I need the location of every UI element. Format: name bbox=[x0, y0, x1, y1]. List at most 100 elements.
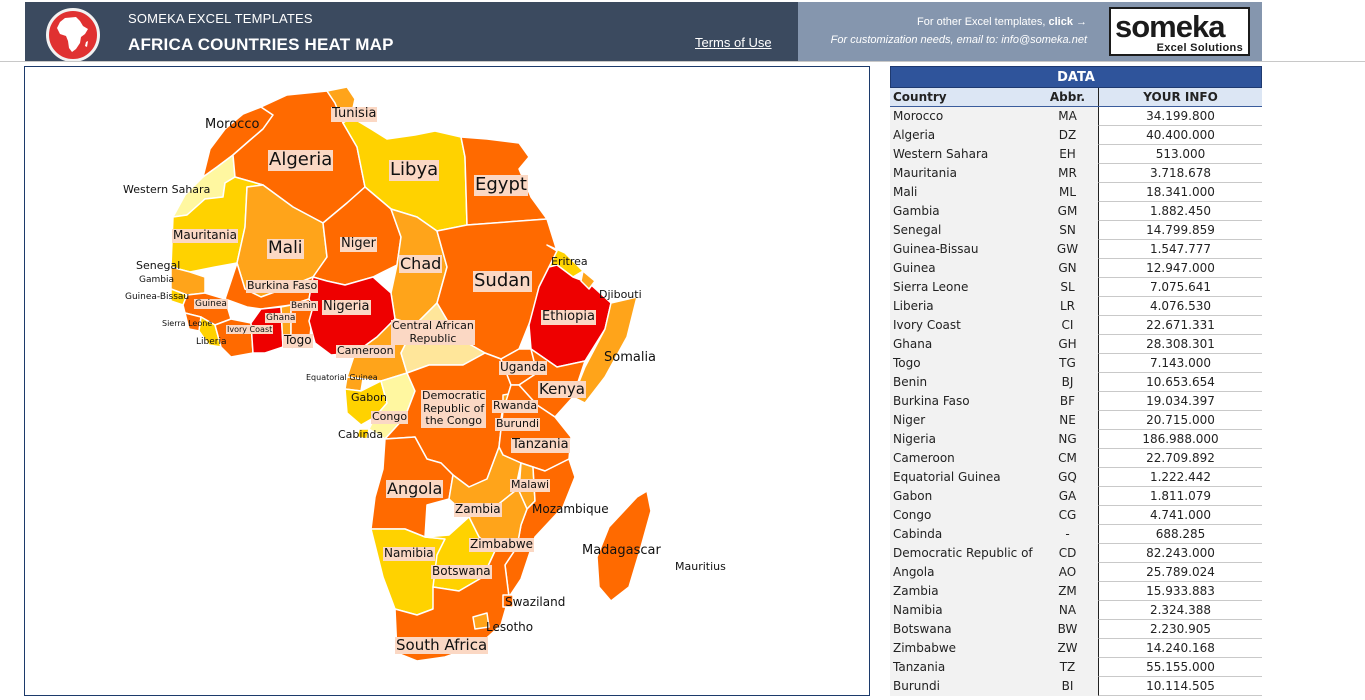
label-uganda: Uganda bbox=[499, 360, 548, 375]
label-zimbabwe: Zimbabwe bbox=[469, 537, 535, 552]
label-central-african-republic: Central African Republic bbox=[391, 319, 475, 346]
customization-email-text: For customization needs, email to: info@… bbox=[830, 34, 1087, 46]
country-cell: Mauritania bbox=[890, 164, 1037, 183]
info-input-cell[interactable]: 688.285 bbox=[1098, 525, 1262, 544]
table-row: Western Sahara EH 513.000 bbox=[890, 145, 1262, 164]
country-cell: Ivory Coast bbox=[890, 316, 1037, 335]
info-input-cell[interactable]: 10.653.654 bbox=[1098, 373, 1262, 392]
info-input-cell[interactable]: 3.718.678 bbox=[1098, 164, 1262, 183]
click-link[interactable]: click → bbox=[1048, 16, 1087, 28]
someka-logo[interactable]: someka Excel Solutions bbox=[1109, 7, 1250, 56]
table-row: Tanzania TZ 55.155.000 bbox=[890, 658, 1262, 677]
table-row: Niger NE 20.715.000 bbox=[890, 411, 1262, 430]
info-input-cell[interactable]: 25.789.024 bbox=[1098, 563, 1262, 582]
car-line-1: Central African bbox=[392, 319, 474, 332]
abbr-cell: GQ bbox=[1037, 468, 1098, 487]
country-cell: Gambia bbox=[890, 202, 1037, 221]
abbr-cell: GN bbox=[1037, 259, 1098, 278]
table-row: Morocco MA 34.199.800 bbox=[890, 107, 1262, 126]
table-row: Benin BJ 10.653.654 bbox=[890, 373, 1262, 392]
info-input-cell[interactable]: 1.882.450 bbox=[1098, 202, 1262, 221]
info-input-cell[interactable]: 28.308.301 bbox=[1098, 335, 1262, 354]
info-input-cell[interactable]: 4.076.530 bbox=[1098, 297, 1262, 316]
header-abbr: Abbr. bbox=[1049, 90, 1086, 104]
table-row: Zimbabwe ZW 14.240.168 bbox=[890, 639, 1262, 658]
table-row: Zambia ZM 15.933.883 bbox=[890, 582, 1262, 601]
info-input-cell[interactable]: 19.034.397 bbox=[1098, 392, 1262, 411]
info-input-cell[interactable]: 4.741.000 bbox=[1098, 506, 1262, 525]
label-malawi: Malawi bbox=[510, 478, 551, 492]
other-templates-link[interactable]: For other Excel templates, click → bbox=[917, 16, 1087, 28]
label-equatorial-guinea: Equatorial Guinea bbox=[306, 373, 378, 382]
other-templates-text: For other Excel templates, bbox=[917, 16, 1049, 28]
info-input-cell[interactable]: 2.230.905 bbox=[1098, 620, 1262, 639]
table-row: Burundi BI 10.114.505 bbox=[890, 677, 1262, 696]
info-input-cell[interactable]: 22.709.892 bbox=[1098, 449, 1262, 468]
heat-map-panel[interactable]: Morocco Tunisia Algeria Libya Egypt West… bbox=[24, 66, 870, 696]
terms-of-use-link[interactable]: Terms of Use bbox=[695, 35, 772, 50]
info-input-cell[interactable]: 1.811.079 bbox=[1098, 487, 1262, 506]
label-tanzania: Tanzania bbox=[511, 437, 570, 453]
abbr-cell: TZ bbox=[1037, 658, 1098, 677]
header-your-info: YOUR INFO bbox=[1098, 88, 1262, 106]
country-cell: Morocco bbox=[890, 107, 1037, 126]
info-input-cell[interactable]: 14.799.859 bbox=[1098, 221, 1262, 240]
label-madagascar: Madagascar bbox=[582, 543, 661, 558]
label-lesotho: Lesotho bbox=[486, 620, 534, 634]
region-niger bbox=[312, 186, 402, 286]
country-cell: Liberia bbox=[890, 297, 1037, 316]
region-cabinda bbox=[356, 428, 370, 440]
header-country: Country bbox=[893, 90, 947, 104]
region-madagascar bbox=[596, 490, 652, 602]
info-input-cell[interactable]: 1.547.777 bbox=[1098, 240, 1262, 259]
info-input-cell[interactable]: 18.341.000 bbox=[1098, 183, 1262, 202]
info-input-cell[interactable]: 82.243.000 bbox=[1098, 544, 1262, 563]
country-cell: Guinea bbox=[890, 259, 1037, 278]
info-input-cell[interactable]: 7.075.641 bbox=[1098, 278, 1262, 297]
country-cell: Cabinda bbox=[890, 525, 1037, 544]
label-niger: Niger bbox=[340, 236, 377, 252]
table-row: Sierra Leone SL 7.075.641 bbox=[890, 278, 1262, 297]
abbr-cell: ML bbox=[1037, 183, 1098, 202]
info-input-cell[interactable]: 10.114.505 bbox=[1098, 677, 1262, 696]
info-input-cell[interactable]: 15.933.883 bbox=[1098, 582, 1262, 601]
table-row: Senegal SN 14.799.859 bbox=[890, 221, 1262, 240]
country-cell: Benin bbox=[890, 373, 1037, 392]
info-input-cell[interactable]: 513.000 bbox=[1098, 145, 1262, 164]
table-row: Nigeria NG 186.988.000 bbox=[890, 430, 1262, 449]
table-row: Ivory Coast CI 22.671.331 bbox=[890, 316, 1262, 335]
drc-line-1: Democratic bbox=[422, 389, 486, 402]
info-input-cell[interactable]: 22.671.331 bbox=[1098, 316, 1262, 335]
country-cell: Sierra Leone bbox=[890, 278, 1037, 297]
abbr-cell: SL bbox=[1037, 278, 1098, 297]
country-cell: Democratic Republic of bbox=[890, 544, 1037, 563]
info-input-cell[interactable]: 55.155.000 bbox=[1098, 658, 1262, 677]
country-cell: Cameroon bbox=[890, 449, 1037, 468]
abbr-cell: GM bbox=[1037, 202, 1098, 221]
label-namibia: Namibia bbox=[383, 546, 435, 561]
country-cell: Tanzania bbox=[890, 658, 1037, 677]
data-table-body: Morocco MA 34.199.800 Algeria DZ 40.400.000 We… bbox=[890, 107, 1262, 696]
info-input-cell[interactable]: 1.222.442 bbox=[1098, 468, 1262, 487]
info-input-cell[interactable]: 186.988.000 bbox=[1098, 430, 1262, 449]
table-row: Botswana BW 2.230.905 bbox=[890, 620, 1262, 639]
info-input-cell[interactable]: 20.715.000 bbox=[1098, 411, 1262, 430]
info-input-cell[interactable]: 40.400.000 bbox=[1098, 126, 1262, 145]
country-cell: Burkina Faso bbox=[890, 392, 1037, 411]
abbr-cell: GH bbox=[1037, 335, 1098, 354]
label-burundi: Burundi bbox=[495, 417, 541, 431]
abbr-cell: NE bbox=[1037, 411, 1098, 430]
table-row: Guinea GN 12.947.000 bbox=[890, 259, 1262, 278]
country-cell: Algeria bbox=[890, 126, 1037, 145]
abbr-cell: GW bbox=[1037, 240, 1098, 259]
abbr-cell: SN bbox=[1037, 221, 1098, 240]
info-input-cell[interactable]: 34.199.800 bbox=[1098, 107, 1262, 126]
info-input-cell[interactable]: 2.324.388 bbox=[1098, 601, 1262, 620]
info-input-cell[interactable]: 14.240.168 bbox=[1098, 639, 1262, 658]
app-header: SOMEKA EXCEL TEMPLATES AFRICA COUNTRIES … bbox=[25, 2, 1262, 62]
info-input-cell[interactable]: 7.143.000 bbox=[1098, 354, 1262, 373]
label-sierra-leone: Sierra Leone bbox=[162, 319, 213, 328]
info-input-cell[interactable]: 12.947.000 bbox=[1098, 259, 1262, 278]
country-cell: Mali bbox=[890, 183, 1037, 202]
country-cell: Niger bbox=[890, 411, 1037, 430]
